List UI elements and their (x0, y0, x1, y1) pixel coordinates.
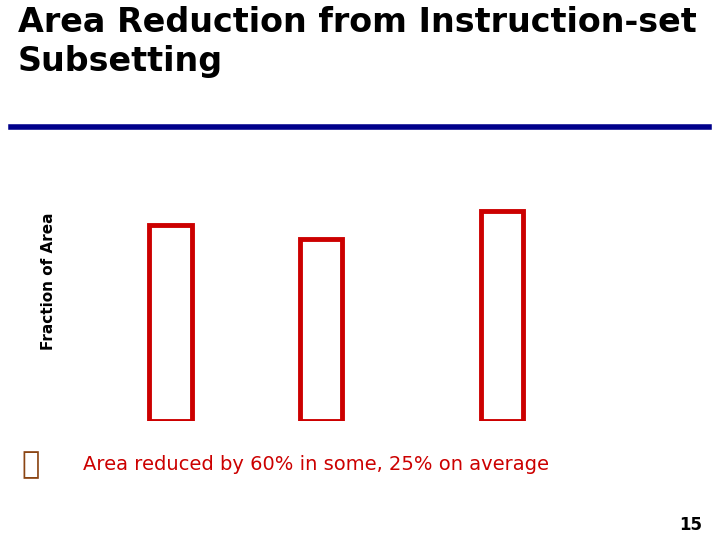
Text: 👉: 👉 (22, 450, 40, 480)
Text: Area Reduction from Instruction-set
Subsetting: Area Reduction from Instruction-set Subs… (18, 6, 697, 78)
Bar (149, 225, 192, 421)
Text: Area reduced by 60% in some, 25% on average: Area reduced by 60% in some, 25% on aver… (83, 455, 549, 474)
Bar (300, 239, 343, 421)
Bar (481, 211, 523, 421)
Y-axis label: Fraction of Area: Fraction of Area (42, 212, 56, 349)
Text: 15: 15 (679, 516, 702, 534)
